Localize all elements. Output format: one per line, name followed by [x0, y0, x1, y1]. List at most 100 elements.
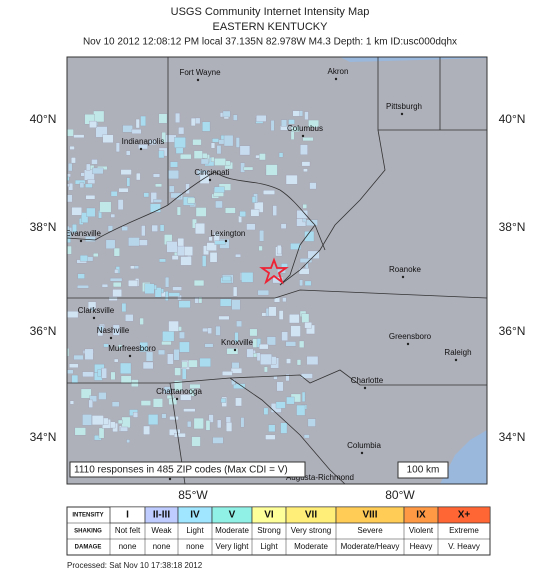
zip-area	[77, 285, 89, 289]
zip-area	[290, 243, 301, 250]
city-dot	[175, 397, 179, 401]
city-label: Chattanooga	[156, 387, 202, 396]
lat-label: 38°N	[499, 220, 526, 234]
legend-damage: Very light	[216, 542, 250, 551]
zip-area	[180, 153, 192, 160]
zip-area	[214, 240, 226, 245]
zip-area	[280, 422, 288, 434]
zip-area	[256, 115, 267, 122]
zip-area	[257, 289, 270, 296]
zip-area	[301, 391, 306, 402]
zip-area	[118, 344, 123, 349]
zip-areas	[50, 110, 320, 447]
zip-area	[223, 134, 234, 147]
city-label: Roanoke	[389, 265, 422, 274]
zip-area	[306, 356, 319, 365]
zip-area	[309, 182, 317, 190]
zip-area	[126, 150, 131, 156]
zip-area	[82, 414, 92, 426]
zip-area	[268, 424, 276, 432]
zip-area	[303, 434, 310, 439]
zip-area	[199, 357, 211, 368]
zip-area	[121, 303, 127, 313]
zip-area	[105, 239, 116, 249]
zip-area	[181, 361, 188, 368]
zip-area	[67, 287, 68, 292]
footer: Processed: Sat Nov 10 17:38:18 2012	[67, 561, 203, 570]
zip-area	[270, 120, 275, 131]
zip-area	[260, 353, 272, 365]
zip-area	[140, 400, 151, 406]
summary-box	[69, 461, 306, 478]
zip-area	[73, 354, 84, 360]
zip-area	[198, 296, 203, 304]
zip-area	[50, 214, 59, 220]
zip-area	[174, 433, 186, 438]
city-dot	[233, 348, 237, 352]
zip-area	[120, 375, 132, 384]
zip-area	[208, 236, 213, 242]
zip-area	[139, 317, 144, 325]
zip-area	[236, 320, 242, 327]
zip-area	[272, 205, 277, 216]
city-dot	[224, 239, 228, 243]
zip-area	[92, 167, 104, 175]
zip-area	[136, 172, 141, 181]
zip-area	[280, 223, 287, 229]
zip-area	[131, 129, 142, 134]
zip-area	[233, 286, 238, 297]
zip-area	[109, 277, 123, 282]
zip-area	[159, 224, 165, 232]
zip-area	[235, 137, 240, 148]
zip-area	[161, 341, 172, 346]
legend-intensity: VI	[264, 510, 274, 521]
lat-label: 38°N	[30, 220, 57, 234]
scale-label: 100 km	[407, 465, 440, 476]
legend-intensity: VIII	[362, 510, 377, 521]
zip-area	[233, 114, 238, 121]
zip-area	[145, 351, 154, 362]
legend-intensity: IV	[190, 510, 200, 521]
zip-area	[190, 117, 196, 127]
zip-area	[301, 313, 310, 323]
city-dot	[139, 147, 143, 151]
legend-damage: Light	[260, 542, 278, 551]
lake	[340, 57, 487, 62]
zip-area	[278, 152, 284, 158]
zip-area	[273, 376, 278, 380]
zip-area	[285, 374, 290, 382]
borders	[67, 57, 487, 484]
zip-area	[185, 183, 190, 194]
zip-area	[93, 110, 105, 123]
zip-area	[117, 199, 124, 210]
city-dot	[454, 358, 458, 362]
zip-area	[148, 139, 157, 145]
city-dot	[334, 77, 338, 81]
zip-area	[159, 258, 166, 263]
zip-area	[288, 119, 295, 125]
zip-area	[71, 207, 82, 216]
legend-shaking: Not felt	[115, 526, 141, 535]
zip-area	[275, 401, 286, 409]
zip-area	[205, 420, 211, 431]
zip-area	[307, 250, 320, 259]
zip-area	[69, 146, 75, 150]
zip-area	[281, 119, 287, 127]
zip-area	[296, 404, 306, 416]
zip-area	[108, 296, 118, 301]
zip-area	[80, 388, 92, 399]
zip-area	[179, 341, 190, 353]
city-label: Fort Wayne	[179, 68, 221, 77]
zip-area	[302, 218, 307, 223]
legend-damage: Moderate/Heavy	[341, 542, 400, 551]
zip-area	[125, 314, 134, 322]
ocean	[440, 430, 487, 484]
zip-area	[67, 311, 79, 318]
zip-area	[222, 371, 233, 376]
city-label: Columbia	[347, 441, 381, 450]
city-label: Knoxville	[221, 338, 254, 347]
zip-area	[189, 388, 195, 397]
zip-area	[56, 161, 65, 170]
zip-area	[166, 241, 178, 253]
zip-area	[85, 195, 96, 200]
